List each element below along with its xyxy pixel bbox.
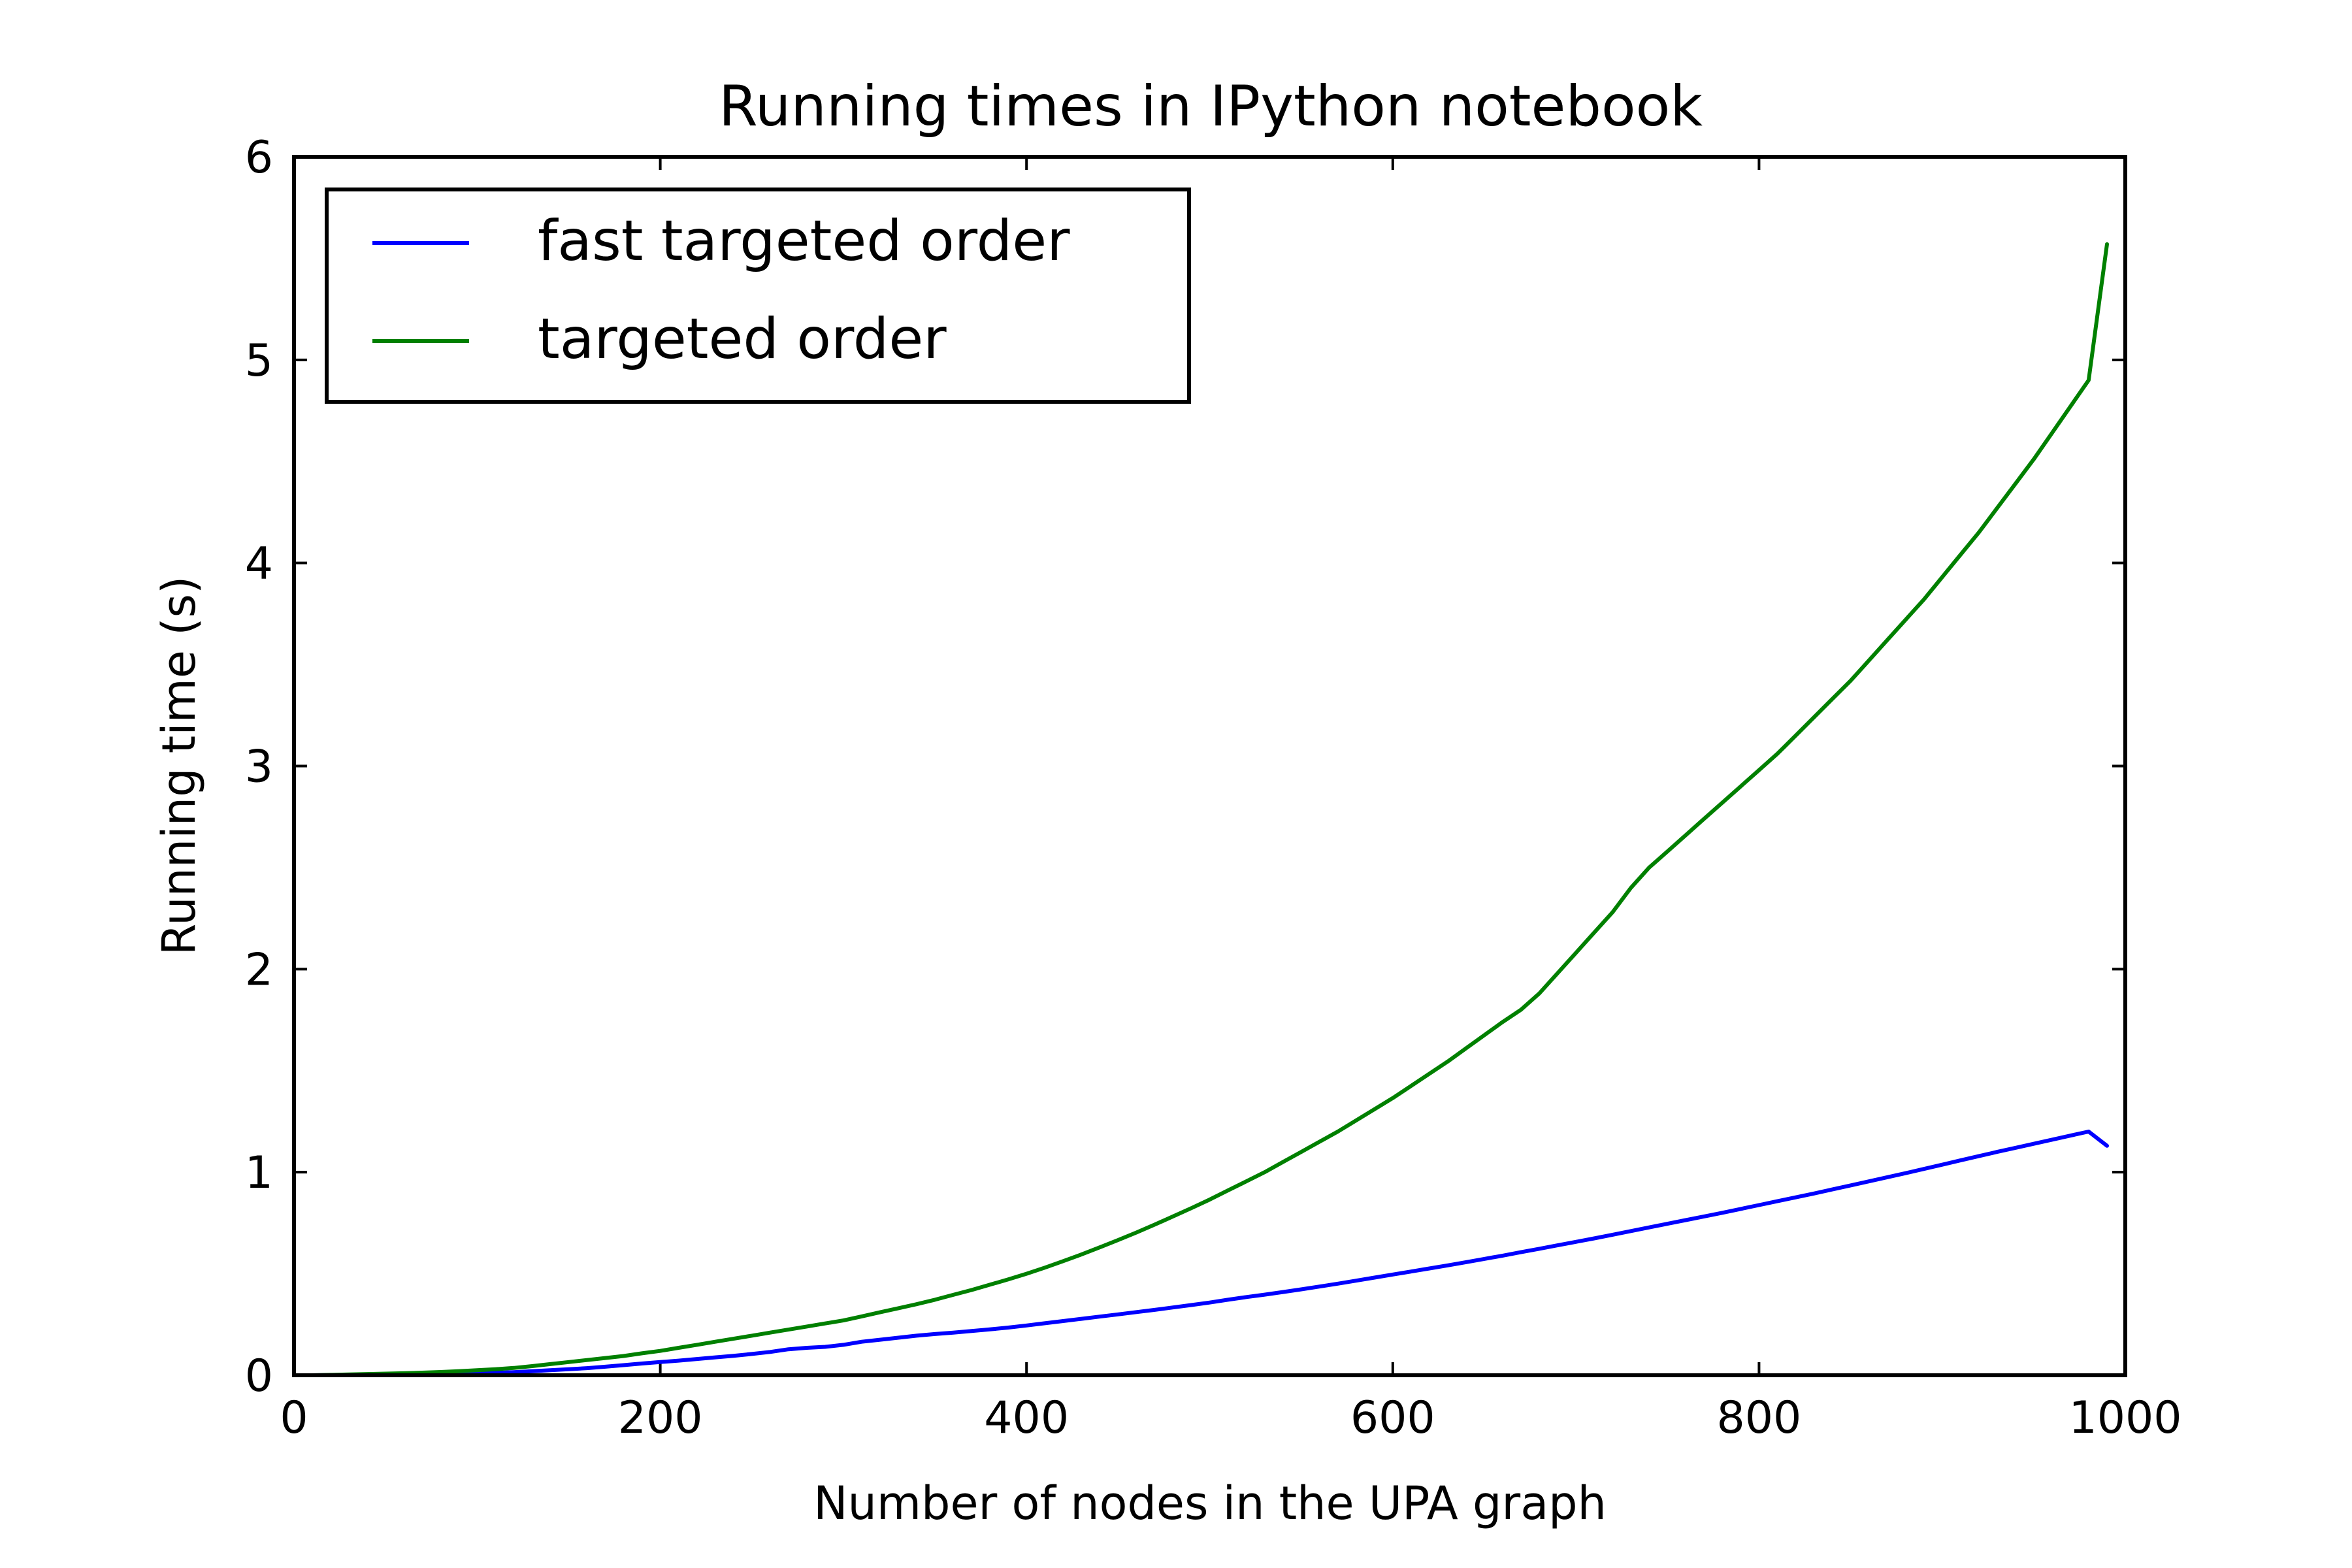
- y-tick-label: 2: [245, 944, 273, 996]
- y-tick-label: 4: [245, 538, 273, 590]
- y-tick-label: 1: [245, 1147, 273, 1199]
- x-tick-label: 200: [618, 1392, 703, 1444]
- x-axis-label: Number of nodes in the UPA graph: [813, 1477, 1607, 1530]
- legend-label-targeted-order: targeted order: [538, 306, 947, 372]
- plot-area-frame: [292, 155, 2127, 1377]
- x-tick-label: 1000: [2068, 1392, 2181, 1444]
- y-tick-label: 6: [245, 132, 273, 184]
- series-line-fast-targeted-order: [292, 1130, 2109, 1377]
- x-tick-label: 0: [280, 1392, 308, 1444]
- legend-label-fast-targeted-order: fast targeted order: [538, 208, 1070, 274]
- y-axis-label: Running time (s): [152, 576, 206, 956]
- plot-series: [292, 242, 2109, 1377]
- y-tick-label: 3: [245, 742, 273, 793]
- legend-box: [325, 188, 1191, 404]
- chart-title: Running times in IPython notebook: [719, 74, 1703, 139]
- axis-ticks: 0 200 400 600 800 1000 0 1 2 3 4 5 6: [245, 132, 2182, 1444]
- x-tick-label: 400: [984, 1392, 1069, 1444]
- x-tick-label: 600: [1350, 1392, 1435, 1444]
- series-line-targeted-order: [292, 242, 2109, 1377]
- y-tick-label: 5: [245, 335, 273, 387]
- x-tick-label: 800: [1717, 1392, 1802, 1444]
- y-tick-label: 0: [245, 1350, 273, 1402]
- legend: fast targeted order targeted order: [325, 188, 1191, 404]
